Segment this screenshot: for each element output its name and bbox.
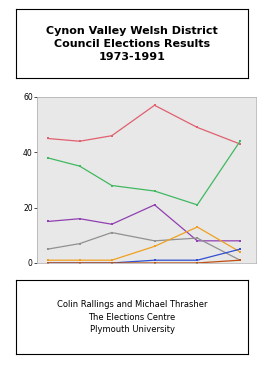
Text: Cynon Valley Welsh District
Council Elections Results
1973-1991: Cynon Valley Welsh District Council Elec… bbox=[46, 26, 218, 62]
Text: Colin Rallings and Michael Thrasher
The Elections Centre
Plymouth University: Colin Rallings and Michael Thrasher The … bbox=[57, 300, 207, 334]
